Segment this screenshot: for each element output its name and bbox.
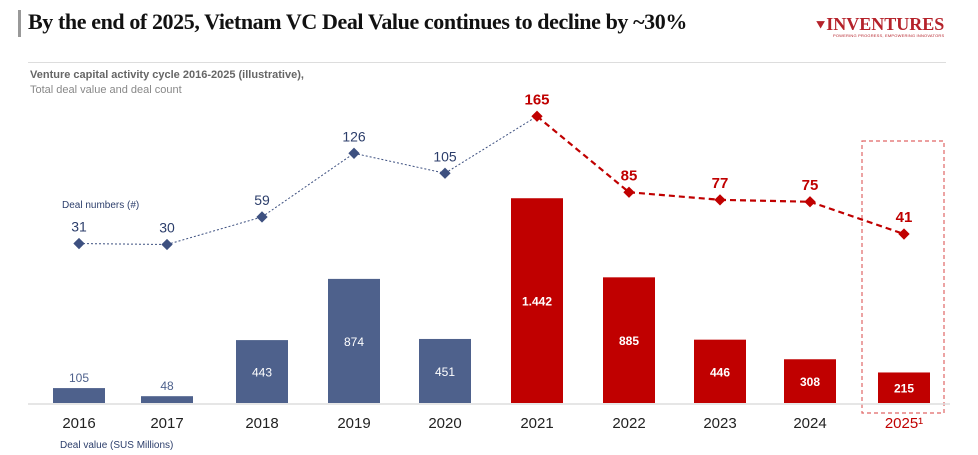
point-label: 165 [524, 91, 549, 108]
line-point [898, 228, 910, 240]
bar-2025¹ [878, 372, 930, 403]
highlight-box [861, 140, 945, 414]
x-tick-label: 2020 [428, 415, 461, 432]
bar-2017 [141, 396, 193, 403]
bar-2018 [236, 340, 288, 403]
line-segment [166, 216, 263, 245]
bar-series-label: Deal value (SUS Millions) [60, 440, 173, 451]
divider [28, 62, 946, 63]
chart-title: Venture capital activity cycle 2016-2025… [30, 69, 304, 81]
line-point [161, 238, 173, 251]
line-point [804, 196, 816, 208]
bar-2021 [511, 198, 563, 403]
bar-2023 [694, 339, 746, 403]
logo: ⯆INVENTURES POWERING PROGRESS, EMPOWERIN… [815, 14, 945, 38]
line-point [714, 194, 726, 206]
point-label: 126 [342, 128, 366, 144]
line-point [439, 167, 451, 179]
point-label: 75 [802, 177, 819, 194]
bar-label: 48 [160, 379, 174, 393]
x-tick-label: 2019 [337, 415, 370, 432]
bar-label: 443 [252, 366, 272, 380]
chart-subtitle: Total deal value and deal count [30, 84, 182, 96]
x-tick-label: 2017 [150, 415, 183, 432]
bar-label: 215 [894, 382, 914, 396]
line-point [348, 147, 360, 159]
point-label: 31 [71, 219, 87, 235]
line-segment [353, 152, 446, 174]
x-tick-label: 2021 [520, 415, 553, 432]
line-segment [628, 191, 721, 201]
line-series-label: Deal numbers (#) [62, 200, 139, 211]
x-tick-label: 2022 [612, 415, 645, 432]
bar-label: 446 [710, 365, 730, 379]
line-segment [809, 200, 905, 236]
bar-2020 [419, 338, 471, 403]
point-label: 30 [159, 220, 175, 236]
x-tick-label: 2024 [793, 415, 826, 432]
x-tick-label: 2025¹ [885, 415, 923, 432]
line-point [623, 186, 635, 198]
bar-2019 [328, 278, 380, 403]
bar-2024 [784, 359, 836, 403]
logo-tagline: POWERING PROGRESS, EMPOWERING INNOVATORS [833, 33, 945, 38]
bar-2016 [53, 388, 105, 403]
title-accent [18, 10, 21, 37]
bar-label: 451 [435, 365, 455, 379]
point-label: 41 [896, 209, 913, 226]
line-segment [536, 115, 630, 194]
bar-label: 1.442 [522, 295, 552, 309]
line-point [256, 211, 268, 223]
x-tick-label: 2023 [703, 415, 736, 432]
line-segment [261, 152, 355, 218]
point-label: 85 [621, 167, 638, 184]
point-label: 77 [712, 175, 729, 192]
logo-text: INVENTURES [826, 14, 945, 34]
line-segment [719, 198, 811, 203]
bar-label: 308 [800, 375, 820, 389]
page-title: By the end of 2025, Vietnam VC Deal Valu… [28, 9, 687, 34]
point-label: 59 [254, 192, 270, 208]
line-segment [444, 115, 538, 174]
line-point [73, 237, 85, 250]
line-segment [78, 243, 168, 245]
x-tick-label: 2018 [245, 415, 278, 432]
bar-label: 885 [619, 334, 639, 348]
bar-2022 [603, 277, 655, 403]
x-tick-label: 2016 [62, 415, 95, 432]
point-label: 105 [433, 148, 457, 164]
bar-label: 105 [69, 371, 89, 385]
bar-label: 874 [344, 335, 364, 349]
